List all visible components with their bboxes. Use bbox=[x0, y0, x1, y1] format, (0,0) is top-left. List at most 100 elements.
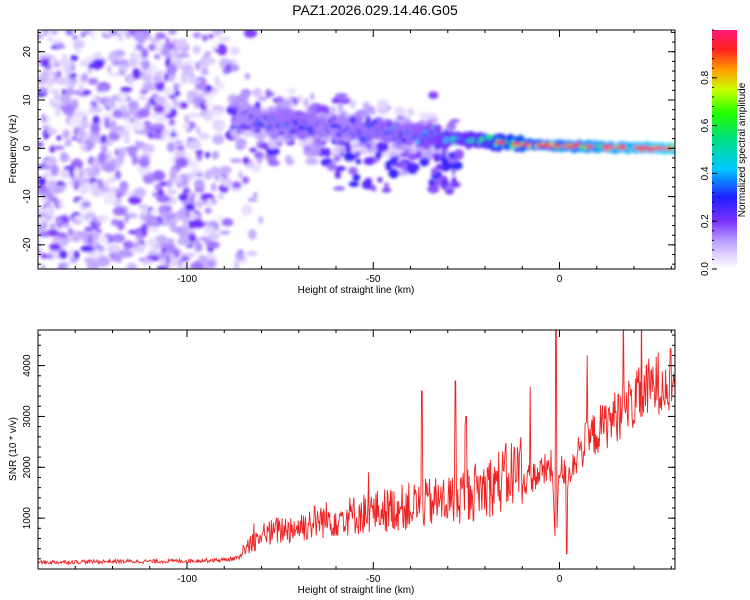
spectrogram-blob bbox=[100, 134, 107, 144]
spectrogram-blob bbox=[55, 77, 69, 85]
spectrogram-blob bbox=[333, 186, 346, 191]
y-tick-label: 1000 bbox=[22, 507, 33, 530]
spectrogram-blob bbox=[176, 53, 190, 58]
spectrogram-blob bbox=[173, 85, 179, 91]
spectrogram-blob bbox=[86, 260, 100, 269]
spectrogram-blob bbox=[229, 158, 243, 163]
spectrogram-blob bbox=[440, 157, 449, 163]
spectrogram-blob bbox=[348, 166, 358, 175]
spectrogram-blob bbox=[124, 212, 129, 224]
spectrogram-blob bbox=[214, 75, 220, 88]
spectrogram-blob bbox=[114, 148, 120, 157]
spectrogram-blob bbox=[132, 121, 145, 131]
spectrogram-blob bbox=[402, 150, 409, 158]
spectrogram-blob bbox=[254, 151, 264, 159]
spectrogram-blob bbox=[138, 204, 149, 209]
spectrogram-blob bbox=[146, 226, 160, 233]
spectrogram-blob bbox=[107, 54, 121, 61]
spectrogram-blob bbox=[76, 129, 87, 138]
spectrogram-blob bbox=[47, 179, 58, 191]
spectrogram-blob bbox=[64, 139, 72, 147]
spectrogram-blob bbox=[168, 30, 177, 36]
spectrogram-blob bbox=[187, 140, 202, 150]
spectrogram-blob bbox=[148, 65, 158, 71]
spectrogram-blob bbox=[65, 88, 75, 96]
spectrogram-blob bbox=[258, 216, 264, 225]
spectrogram-blob bbox=[112, 206, 127, 216]
spectrogram-blob bbox=[169, 218, 178, 224]
spectrogram-blob bbox=[406, 162, 420, 172]
spectrogram-blob bbox=[267, 138, 277, 150]
spectrogram-blob bbox=[305, 157, 319, 166]
spectrogram-blob bbox=[88, 106, 103, 114]
spectrogram-blob bbox=[176, 174, 182, 183]
spectrogram-blob bbox=[90, 122, 101, 134]
spectrogram-blob bbox=[205, 92, 215, 99]
spectrogram-blob bbox=[166, 43, 176, 50]
spectrogram-blob bbox=[192, 45, 201, 54]
spectrogram-blob bbox=[427, 184, 440, 194]
spectrogram-blob bbox=[90, 181, 99, 193]
spectrogram-blob bbox=[221, 218, 234, 227]
spectrogram-blob bbox=[59, 93, 72, 104]
spectrogram-blob bbox=[447, 152, 456, 157]
spectrogram-blob bbox=[145, 214, 159, 227]
spectrogram-blob bbox=[159, 181, 169, 187]
spectrogram-blob bbox=[234, 260, 240, 269]
spectrogram-blob bbox=[46, 127, 58, 135]
spectrogram-blob bbox=[184, 222, 189, 227]
spectrogram-blob bbox=[56, 43, 66, 50]
spectrogram-blob bbox=[219, 230, 231, 235]
spectrogram-blob bbox=[116, 129, 131, 136]
spectrogram-blob bbox=[148, 132, 154, 140]
spectrogram-blob bbox=[390, 156, 399, 162]
spectrogram-blob bbox=[152, 170, 166, 182]
spectrogram-blob bbox=[170, 156, 176, 166]
spectrogram-blob bbox=[156, 234, 168, 245]
spectrogram-blob bbox=[170, 131, 177, 138]
spectrogram-frame bbox=[37, 29, 676, 270]
y-tick-label: 2000 bbox=[22, 456, 33, 479]
spectrogram-blob bbox=[198, 132, 210, 140]
spectrogram-blob bbox=[169, 119, 175, 126]
spectrogram-blob bbox=[85, 56, 94, 61]
spectrogram-blob bbox=[521, 143, 531, 147]
spectrogram-blob bbox=[194, 92, 208, 97]
spectrogram-blob bbox=[206, 241, 220, 249]
snr-series-line bbox=[38, 330, 675, 566]
spectrogram-blob bbox=[49, 56, 55, 68]
spectrogram-blob bbox=[203, 51, 212, 57]
spectrogram-blob bbox=[50, 223, 56, 231]
spectrogram-blob bbox=[188, 79, 202, 84]
spectrogram-blob bbox=[370, 107, 376, 115]
spectrogram-blob bbox=[143, 173, 155, 185]
spectrogram-blob bbox=[146, 238, 159, 247]
spectrogram-blob bbox=[166, 189, 177, 195]
spectrogram-blob bbox=[50, 30, 58, 35]
spectrogram-blob bbox=[212, 134, 225, 145]
spectrogram-x-label: Height of straight line (km) bbox=[298, 285, 415, 296]
spectrogram-blob bbox=[65, 65, 72, 77]
x-tick-label: -50 bbox=[366, 274, 381, 285]
spectrogram-blob bbox=[90, 101, 98, 106]
spectrogram-blob bbox=[433, 152, 441, 163]
spectrogram-blob bbox=[190, 261, 204, 269]
spectrogram-blob bbox=[78, 85, 84, 94]
x-tick-label: 0 bbox=[557, 574, 563, 585]
spectrogram-blob bbox=[106, 243, 121, 255]
spectrogram-blob bbox=[183, 122, 190, 131]
y-tick-label: 0 bbox=[22, 145, 33, 151]
spectrogram-blob bbox=[343, 152, 356, 162]
spectrogram-blob bbox=[176, 145, 185, 151]
spectrogram-blob bbox=[338, 102, 343, 112]
spectrogram-blob bbox=[137, 164, 151, 175]
spectrogram-blob bbox=[69, 73, 78, 78]
spectrogram-blob bbox=[154, 103, 160, 111]
spectrogram-blob bbox=[231, 97, 244, 105]
spectrogram-blob bbox=[494, 140, 506, 144]
x-tick-label: -50 bbox=[366, 574, 381, 585]
x-tick-label: 0 bbox=[557, 274, 563, 285]
spectrogram-blob bbox=[511, 142, 521, 146]
spectrogram-blob bbox=[247, 197, 258, 202]
spectrogram-blob bbox=[162, 87, 175, 96]
